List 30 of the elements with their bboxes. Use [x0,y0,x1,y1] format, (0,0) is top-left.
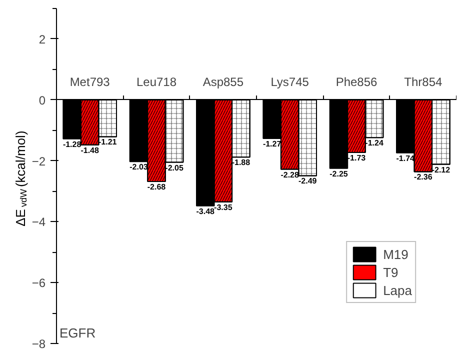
data-label: -1.27 [262,140,282,149]
data-label: -2.28 [280,170,300,180]
data-label: -2.68 [147,182,166,192]
y-tick-label: 0 [38,93,46,108]
data-label: -2.25 [330,169,348,178]
legend-label: M19 [383,246,408,262]
x-tick-label: Leu718 [136,74,177,89]
data-label: -1.88 [232,158,251,168]
data-label: -3.48 [196,206,216,216]
data-label: -2.12 [432,165,451,174]
legend-label: Lapa [383,282,412,298]
y-axis-title: ΔEvdW(kcal/mol) [13,130,28,226]
x-tick-label: Met793 [70,74,110,89]
y-tick-label: −6 [32,276,46,290]
y-tick-label: −4 [32,215,46,230]
data-label: -1.73 [347,154,366,163]
data-label: -2.36 [414,172,433,182]
x-tick-label: Lys745 [270,74,310,89]
y-tick-label: 2 [38,32,46,46]
annotation: EGFR [60,326,96,340]
x-tick-label: Phe856 [336,74,378,89]
x-tick-label: Thr854 [404,74,443,89]
data-label: -3.35 [214,202,233,212]
y-tick-label: −8 [32,337,46,349]
data-label: -2.49 [298,176,318,186]
x-tick-label: Asp855 [202,74,244,89]
data-label: -1.48 [80,146,100,155]
legend-label: T9 [383,264,400,280]
y-tick-label: −2 [32,154,46,168]
data-label: -1.28 [62,140,82,149]
